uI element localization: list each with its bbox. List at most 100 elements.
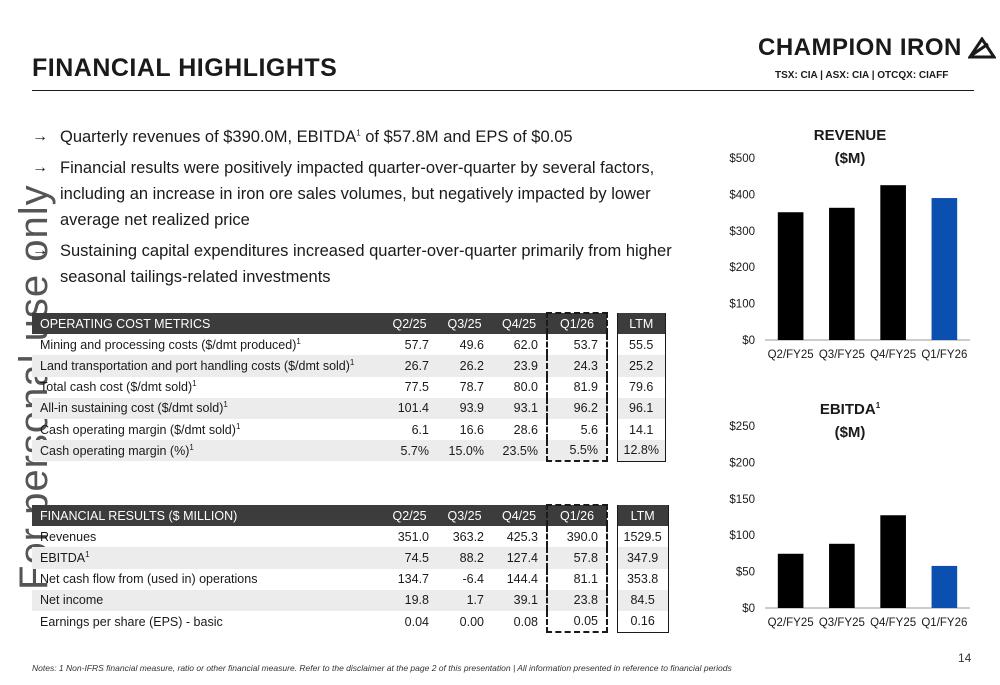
financial-results-table: FINANCIAL RESULTS ($ MILLION) Q2/25 Q3/25 Q… bbox=[32, 503, 669, 634]
table-cell: 347.9 bbox=[616, 547, 669, 569]
table-cell: 0.16 bbox=[616, 610, 669, 633]
row-label: Net cash flow from (used in) operations bbox=[40, 572, 258, 587]
table-cell: 28.6 bbox=[513, 422, 538, 437]
table-column-header: LTM bbox=[616, 313, 666, 335]
y-tick-label: $0 bbox=[742, 335, 755, 347]
y-tick-label: $50 bbox=[736, 567, 755, 579]
table-cell: 5.7% bbox=[382, 440, 437, 462]
ebitda-chart-title: EBITDA1 ($M) bbox=[819, 401, 881, 441]
table-cell: 0.04 bbox=[404, 614, 429, 629]
row-label: All-in sustaining cost ($/dmt sold)1 bbox=[32, 397, 382, 419]
table-row: EBITDA1 74.5 88.2 127.4 57.8 347.9 bbox=[32, 547, 669, 569]
table-cell: 16.6 bbox=[459, 422, 484, 437]
table-cell: 14.1 bbox=[616, 418, 666, 441]
table-header-row: OPERATING COST METRICS Q2/25 Q3/25 Q4/25 Q1/… bbox=[32, 311, 666, 335]
bar bbox=[931, 198, 958, 340]
table-cell: 80.0 bbox=[513, 380, 538, 395]
x-tick-label: Q2/FY25 bbox=[768, 617, 814, 629]
table-cell: 353.8 bbox=[616, 568, 669, 590]
arrow-right-icon: → bbox=[32, 159, 48, 176]
highlight-item: → Sustaining capital expenditures increa… bbox=[32, 238, 672, 290]
table-cell: 1529.5 bbox=[616, 526, 669, 548]
table-column-header: Q1/26 bbox=[546, 503, 608, 527]
table-column-header: Q3/25 bbox=[437, 313, 492, 335]
table-cell: 93.1 bbox=[492, 397, 547, 419]
row-label: EBITDA1 bbox=[32, 547, 382, 569]
table-cell: 62.0 bbox=[513, 337, 538, 352]
revenue-bar-chart: $0 $100 $200 $300 $400 $500 Q2/FY25 Q3/FY25 Q4/F… bbox=[729, 153, 970, 361]
table-cell: 24.3 bbox=[546, 355, 608, 377]
page-number: 14 bbox=[958, 651, 972, 665]
table-cell: 0.08 bbox=[513, 614, 538, 629]
table-cell: 101.4 bbox=[382, 397, 437, 419]
table-row: Earnings per share (EPS) - basic 0.04 0.00… bbox=[32, 610, 669, 634]
bar bbox=[880, 185, 906, 340]
table-cell: 57.8 bbox=[546, 547, 608, 569]
table-cell: 74.5 bbox=[382, 547, 437, 569]
y-tick-label: $100 bbox=[729, 299, 755, 311]
table-row: Net income 19.8 1.7 39.1 23.8 84.5 bbox=[32, 589, 669, 611]
table-row: Cash operating margin (%)1 5.7% 15.0% 23.5%… bbox=[32, 440, 666, 463]
header-divider bbox=[32, 90, 974, 91]
table-row: Mining and processing costs ($/dmt produ… bbox=[32, 334, 666, 356]
company-name: CHAMPION IRON bbox=[758, 34, 962, 61]
table-cell: 363.2 bbox=[452, 529, 484, 544]
x-tick-label: Q1/FY26 bbox=[921, 349, 967, 361]
table-cell: 23.8 bbox=[546, 589, 608, 611]
x-tick-label: Q4/FY25 bbox=[870, 617, 916, 629]
y-tick-label: $250 bbox=[729, 421, 755, 433]
table-cell: 12.8% bbox=[616, 440, 666, 462]
x-tick-label: Q4/FY25 bbox=[870, 349, 916, 361]
bar bbox=[777, 212, 804, 340]
bar bbox=[829, 207, 855, 340]
highlight-item: → Quarterly revenues of $390.0M, EBITDA1… bbox=[32, 124, 672, 150]
table-cell: 81.9 bbox=[546, 376, 608, 398]
table-cell: 93.9 bbox=[437, 397, 492, 419]
stock-tickers: TSX: CIA | ASX: CIA | OTCQX: CIAFF bbox=[775, 70, 949, 81]
table-cell: 5.6 bbox=[546, 418, 608, 441]
table-cell: 39.1 bbox=[492, 589, 547, 611]
row-label: Cash operating margin ($/dmt sold)1 bbox=[40, 421, 241, 437]
table-cell: 26.2 bbox=[437, 355, 492, 377]
table-row: All-in sustaining cost ($/dmt sold)1 101.… bbox=[32, 397, 666, 419]
table-column-header: Q1/26 bbox=[546, 311, 608, 335]
y-tick-label: $100 bbox=[729, 530, 755, 542]
table-column-header: Q3/25 bbox=[437, 505, 492, 527]
table-row: Total cash cost ($/dmt sold)1 77.5 78.7 80.… bbox=[32, 376, 666, 398]
row-label: Cash operating margin (%)1 bbox=[32, 440, 382, 462]
table-cell: 127.4 bbox=[492, 547, 547, 569]
table-cell: 15.0% bbox=[437, 440, 492, 462]
table-cell: 96.2 bbox=[546, 397, 608, 419]
table-cell: 26.7 bbox=[382, 355, 437, 377]
bar bbox=[931, 565, 958, 608]
table-row: Revenues 351.0 363.2 425.3 390.0 1529.5 bbox=[32, 526, 669, 548]
mountain-logo-icon bbox=[967, 37, 996, 59]
company-logo: CHAMPION IRON bbox=[758, 34, 996, 62]
row-label: Revenues bbox=[40, 529, 97, 544]
table-cell: 0.05 bbox=[546, 610, 608, 634]
table-cell: 23.5% bbox=[492, 440, 547, 462]
operating-cost-table: OPERATING COST METRICS Q2/25 Q3/25 Q4/25 Q1/… bbox=[32, 311, 666, 463]
table-column-header: LTM bbox=[616, 505, 669, 527]
highlights-list: → Quarterly revenues of $390.0M, EBITDA1… bbox=[32, 124, 672, 295]
table-header-label: OPERATING COST METRICS bbox=[32, 313, 382, 335]
arrow-right-icon: → bbox=[32, 128, 48, 145]
table-cell: 6.1 bbox=[411, 422, 429, 437]
row-label: Net income bbox=[32, 589, 382, 611]
y-tick-label: $300 bbox=[729, 226, 755, 238]
table-row: Net cash flow from (used in) operations 1… bbox=[32, 568, 669, 590]
table-cell: 1.7 bbox=[437, 589, 492, 611]
table-column-header: Q4/25 bbox=[492, 505, 547, 527]
table-row: Land transportation and port handling co… bbox=[32, 355, 666, 377]
table-cell: 390.0 bbox=[546, 526, 608, 548]
arrow-right-icon: → bbox=[32, 242, 48, 259]
ebitda-bar-chart: $0 $50 $100 $150 $200 $250 Q2/FY25 Q3/FY25 Q4/FY… bbox=[729, 421, 970, 629]
table-cell: -6.4 bbox=[462, 572, 484, 587]
table-header-row: FINANCIAL RESULTS ($ MILLION) Q2/25 Q3/25 Q… bbox=[32, 503, 669, 527]
table-cell: 134.7 bbox=[397, 572, 429, 587]
x-tick-label: Q2/FY25 bbox=[768, 349, 814, 361]
table-cell: 23.9 bbox=[492, 355, 547, 377]
table-column-header: Q4/25 bbox=[492, 313, 547, 335]
table-cell: 81.1 bbox=[546, 568, 608, 590]
y-tick-label: $150 bbox=[729, 494, 755, 506]
